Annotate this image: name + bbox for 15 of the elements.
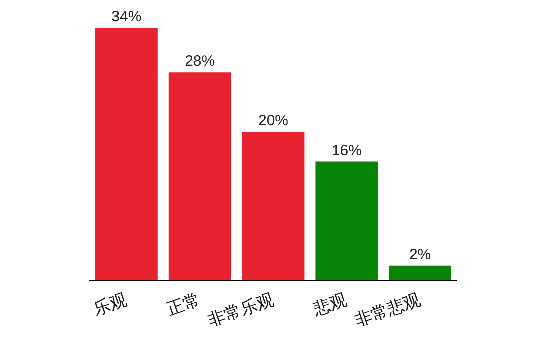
- x-tick-label: 非常乐观: [206, 290, 277, 332]
- data-label: 16%: [332, 142, 362, 160]
- bar: [242, 132, 305, 281]
- bar: [389, 266, 452, 281]
- data-label: 34%: [112, 8, 142, 26]
- data-label: 20%: [258, 112, 289, 130]
- data-label: 2%: [409, 246, 432, 264]
- x-tick-label: 正常: [164, 290, 204, 320]
- bar: [96, 28, 158, 281]
- bar: [316, 162, 378, 281]
- x-tick-label: 乐观: [91, 290, 130, 320]
- bar: [168, 72, 232, 281]
- x-tick-label: 悲观: [310, 290, 350, 321]
- data-label: 28%: [185, 53, 216, 70]
- x-tick-label: 非常悲观: [352, 290, 424, 332]
